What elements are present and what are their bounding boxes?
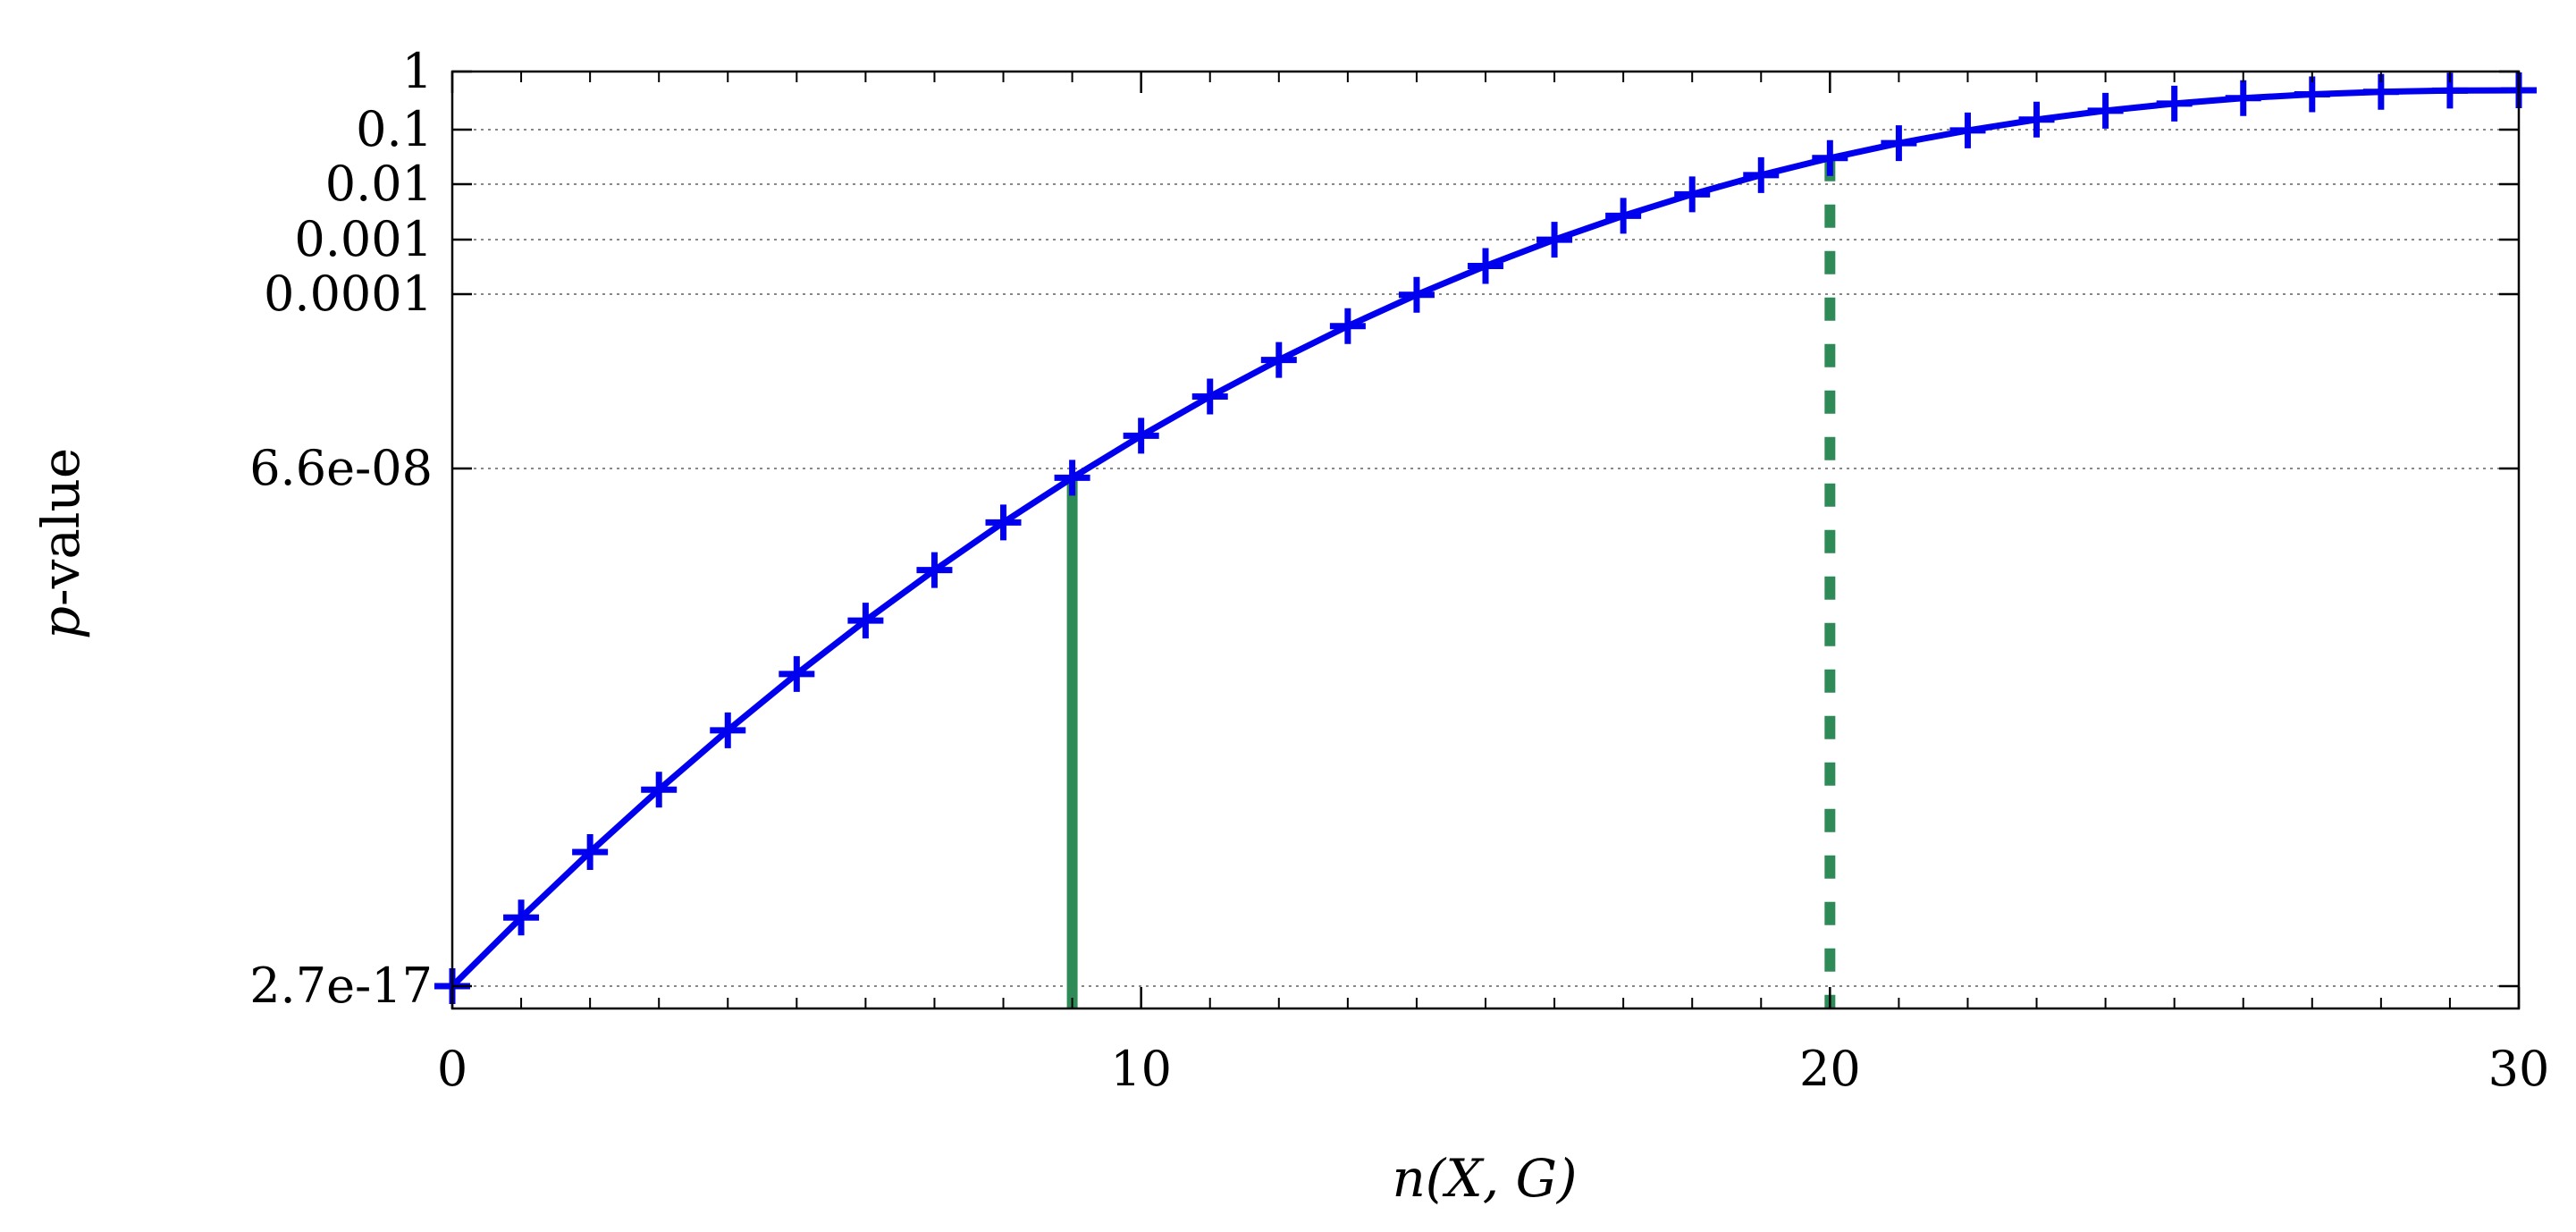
y-tick-label: 0.01 xyxy=(325,156,433,212)
data-point-marker xyxy=(710,712,746,748)
data-point-marker xyxy=(779,655,815,692)
y-axis-label-italic: p xyxy=(30,606,91,639)
data-point-marker xyxy=(1674,176,1711,213)
series-layer xyxy=(434,72,2537,1004)
data-point-marker xyxy=(1468,248,1503,284)
data-point-marker xyxy=(1536,222,1573,258)
y-axis-label: p-value xyxy=(30,448,91,639)
data-point-marker xyxy=(1605,198,1642,234)
y-tick-label: 0.0001 xyxy=(264,266,433,322)
series-line xyxy=(450,87,2520,989)
y-tick-label: 0.1 xyxy=(356,101,433,157)
data-point-marker xyxy=(1054,460,1090,496)
data-point-marker xyxy=(641,772,678,808)
reference-lines xyxy=(1066,157,1836,1008)
y-tick-label: 0.001 xyxy=(294,211,433,267)
data-point-marker xyxy=(1949,112,1986,148)
y-tick-label: 2.7e-17 xyxy=(249,958,433,1014)
x-tick-label: 0 xyxy=(437,1041,467,1097)
data-point-marker xyxy=(2156,85,2193,122)
data-point-marker xyxy=(2087,92,2124,129)
y-tick-label: 6.6e-08 xyxy=(249,440,433,496)
data-point-marker xyxy=(1743,156,1780,193)
data-point-marker xyxy=(1191,378,1228,415)
x-axis-label: n(X, G) xyxy=(1392,1148,1577,1209)
data-point-marker xyxy=(503,899,540,936)
data-point-marker xyxy=(1812,139,1848,176)
data-point-marker xyxy=(2225,80,2261,116)
data-point-marker xyxy=(1123,418,1159,454)
x-tick-label: 30 xyxy=(2488,1041,2550,1097)
data-point-marker xyxy=(2018,101,2055,138)
data-point-marker xyxy=(1881,125,1917,162)
data-point-marker xyxy=(916,552,953,588)
data-point-marker xyxy=(572,834,609,871)
y-axis-label-rest: -value xyxy=(30,448,91,606)
data-point-marker xyxy=(2294,76,2330,113)
data-point-marker xyxy=(847,603,884,639)
x-tick-label: 10 xyxy=(1110,1041,1172,1097)
data-point-marker xyxy=(1398,276,1435,313)
plot-frame xyxy=(450,70,2521,1010)
data-point-marker xyxy=(1260,342,1297,378)
axis-ticks xyxy=(450,70,2521,1008)
x-tick-label: 20 xyxy=(1799,1041,1861,1097)
data-point-marker xyxy=(1329,308,1366,344)
grid-lines xyxy=(452,129,2519,987)
x-tick-labels: 0 10 20 30 xyxy=(437,1041,2550,1097)
data-point-marker xyxy=(985,504,1022,541)
y-tick-label: 1 xyxy=(402,43,433,99)
